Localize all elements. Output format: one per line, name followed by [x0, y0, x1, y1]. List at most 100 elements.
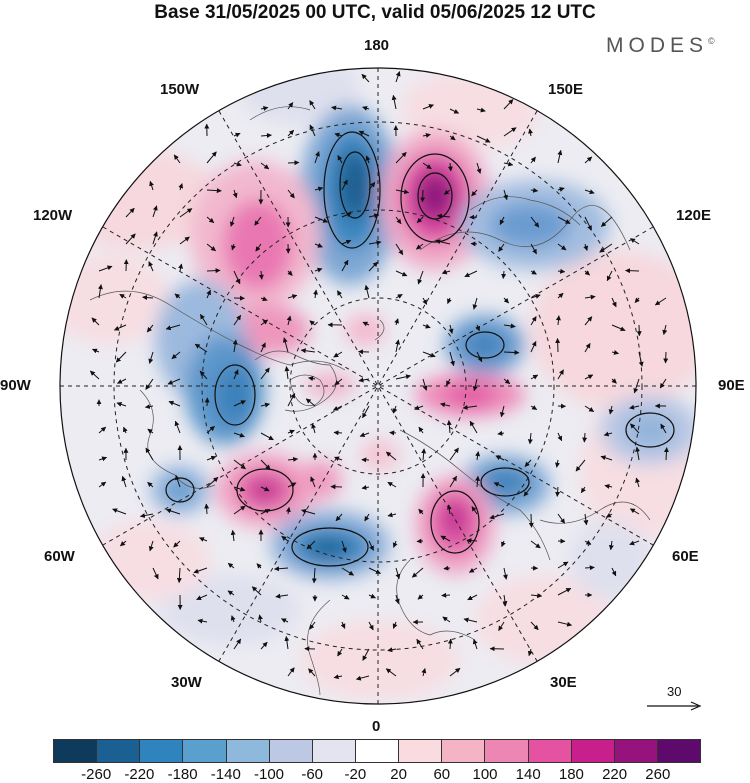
- colorbar-swatch: [97, 740, 141, 762]
- wind-vector: [608, 405, 614, 415]
- wind-vector: [557, 561, 569, 569]
- wind-vector: [495, 455, 505, 461]
- wind-vector: [232, 189, 238, 199]
- wind-vector: [287, 393, 296, 407]
- wind-vector: [92, 348, 100, 354]
- wind-vector: [659, 378, 667, 389]
- colorbar-tick-label: 140: [515, 766, 541, 783]
- wind-vector: [557, 587, 572, 596]
- wind-vector: [116, 402, 127, 407]
- wind-vector: [179, 236, 190, 245]
- wind-vector: [233, 505, 246, 515]
- wind-vector: [414, 405, 424, 411]
- wind-vector: [335, 513, 343, 522]
- wind-vector: [394, 318, 399, 326]
- colorbar-swatch: [614, 740, 658, 762]
- wind-vector: [230, 529, 236, 542]
- wind-vector: [443, 565, 451, 571]
- wind-vector: [583, 243, 589, 251]
- wind-vector: [229, 216, 235, 227]
- wind-vector: [530, 187, 539, 193]
- wind-vector: [557, 432, 563, 442]
- colorbar-swatch: [54, 740, 98, 762]
- lon-label-0: 0: [372, 718, 381, 735]
- wind-vector: [391, 94, 397, 110]
- wind-vector: [660, 423, 667, 434]
- wind-vector: [472, 638, 478, 650]
- lon-label-120w: 120W: [33, 207, 73, 224]
- wind-vector: [309, 124, 316, 137]
- wind-vector: [417, 270, 424, 285]
- wind-vector: [387, 647, 397, 653]
- contours: [165, 131, 675, 567]
- wind-vector: [311, 423, 317, 434]
- colorbar-swatch: [528, 740, 572, 762]
- wind-vector: [194, 343, 208, 353]
- wind-vector: [178, 263, 184, 272]
- wind-vector: [359, 432, 370, 438]
- coastlines: [89, 106, 651, 696]
- wind-vector: [148, 351, 154, 364]
- wind-vector: [91, 317, 100, 326]
- wind-vector: [301, 508, 316, 515]
- wind-vector: [417, 594, 424, 600]
- wind-vector: [584, 405, 595, 413]
- wind-vector: [233, 270, 241, 285]
- wind-vector: [179, 208, 193, 218]
- wind-vector: [420, 189, 426, 203]
- wind-vector: [528, 128, 533, 137]
- wind-vector: [418, 426, 424, 434]
- wind-vector: [528, 513, 534, 528]
- wind-vector: [174, 420, 181, 434]
- wind-vector: [142, 295, 154, 301]
- colorbar-tick-label: 20: [390, 766, 407, 783]
- lon-label-90e: 90E: [718, 377, 745, 394]
- wind-vector: [364, 284, 370, 299]
- wind-vector: [611, 324, 626, 332]
- wind-vector: [503, 127, 517, 137]
- colorbar-tick-label: 180: [558, 766, 584, 783]
- wind-vector: [284, 366, 290, 380]
- wind-vector: [337, 648, 343, 657]
- wind-vector: [368, 540, 374, 551]
- wind-vector: [311, 567, 317, 584]
- wind-vector: [557, 292, 564, 299]
- wind-vector: [233, 432, 245, 438]
- wind-vector: [281, 618, 289, 623]
- wind-vector: [395, 71, 401, 83]
- wind-vector: [287, 456, 299, 462]
- wind-vector: [310, 476, 316, 488]
- wind-vector: [422, 104, 434, 110]
- wind-vector: [233, 314, 242, 326]
- wind-vector: [498, 243, 505, 252]
- wind-vector: [629, 540, 640, 546]
- wind-vector: [165, 508, 181, 515]
- wind-vector: [284, 636, 290, 650]
- wind-vector: [635, 477, 640, 488]
- wind-vector: [416, 216, 424, 224]
- wind-vector: [206, 188, 222, 194]
- wind-vector: [630, 423, 640, 434]
- wind-vector: [499, 405, 505, 418]
- wind-vector: [385, 451, 397, 461]
- wind-vector: [233, 486, 246, 492]
- wind-vector: [499, 216, 505, 225]
- wind-vector: [498, 621, 505, 632]
- wind-vector: [503, 378, 511, 385]
- wind-vector: [476, 107, 486, 113]
- wind-vector: [446, 504, 452, 515]
- wind-vector: [368, 240, 382, 246]
- wind-vector: [475, 451, 481, 461]
- wind-vector: [287, 270, 293, 276]
- wind-vector: [309, 100, 316, 110]
- wind-vector: [98, 265, 113, 272]
- wind-vector: [314, 216, 329, 223]
- wind-vector: [254, 216, 262, 226]
- wind-vector: [580, 486, 586, 494]
- wind-vector: [358, 130, 370, 137]
- wind-vector: [557, 369, 564, 380]
- wind-vector: [603, 431, 613, 437]
- wind-vector: [584, 565, 595, 571]
- wind-vector: [503, 161, 514, 167]
- wind-vector: [449, 135, 456, 141]
